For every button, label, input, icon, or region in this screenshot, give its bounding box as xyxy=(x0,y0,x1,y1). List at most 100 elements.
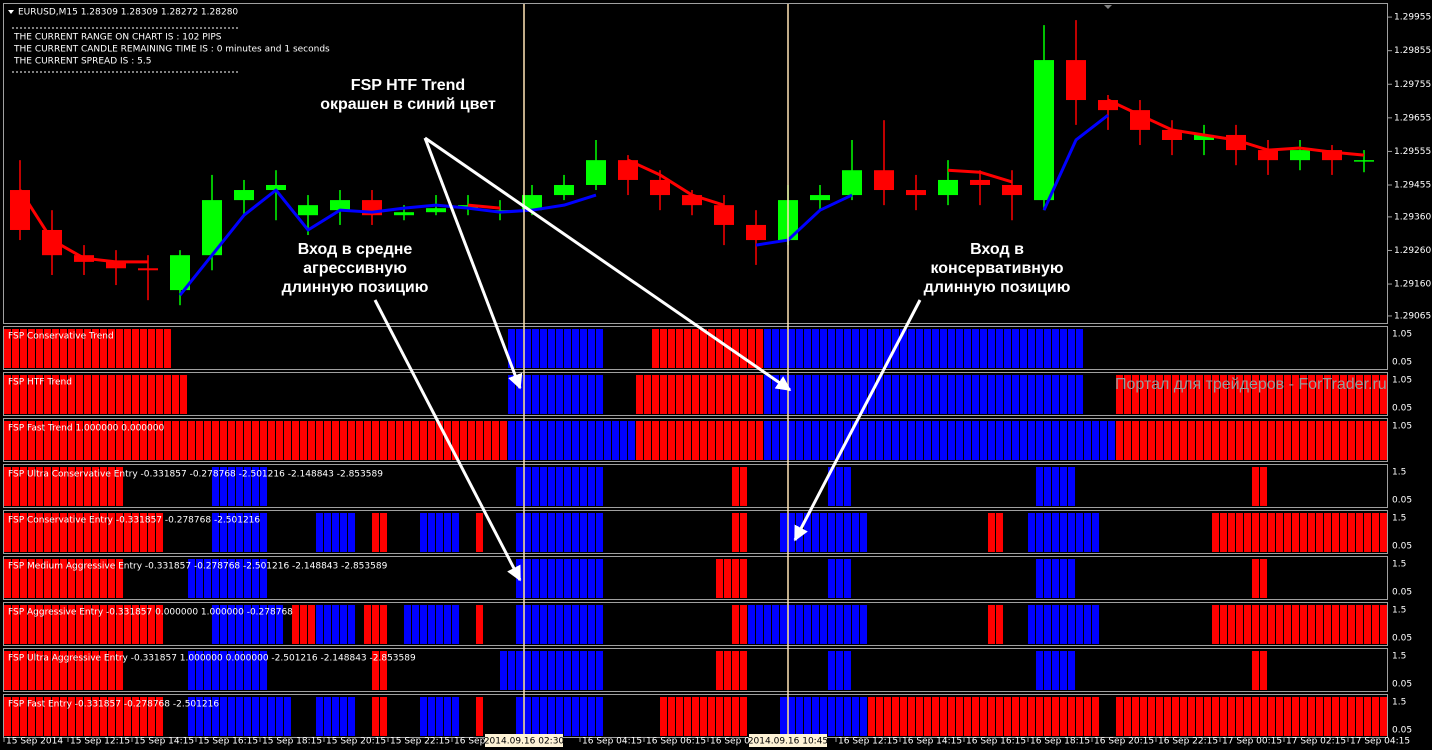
arrow xyxy=(424,136,792,392)
signal-block xyxy=(292,605,316,644)
x-tick-label: 16 Sep 04:15 xyxy=(582,737,642,747)
candle-body xyxy=(458,205,478,209)
x-tick-label: 15 Sep 16:15 xyxy=(198,737,258,747)
signal-block xyxy=(516,605,604,644)
annotation-text: FSP HTF Trend xyxy=(351,77,465,94)
y-tick-label: 1.29455 xyxy=(1394,180,1431,190)
panel-title: FSP Medium Aggressive Entry -0.331857 -0… xyxy=(8,562,388,572)
candle-body xyxy=(906,190,926,196)
y-tick-label: 1.29555 xyxy=(1394,147,1431,157)
panel-scale-label: 1.5 xyxy=(1392,514,1406,524)
candle-body xyxy=(1162,129,1182,140)
signal-block xyxy=(364,605,388,644)
signal-block xyxy=(732,513,748,552)
candle-body xyxy=(1290,150,1310,161)
signal-block xyxy=(372,651,388,690)
signal-block xyxy=(1036,651,1076,690)
candle-body xyxy=(1322,150,1342,161)
signal-block xyxy=(780,697,868,736)
x-tick-label: 16 Sep 16:15 xyxy=(966,737,1026,747)
candle-body xyxy=(1258,150,1278,161)
signal-block xyxy=(316,605,356,644)
candle-body xyxy=(874,170,894,191)
panel-scale-label: 1.5 xyxy=(1392,560,1406,570)
candle-body xyxy=(1066,60,1086,101)
signal-block xyxy=(1116,697,1388,736)
candle-body xyxy=(650,179,670,196)
signal-block xyxy=(1252,559,1268,598)
candle-body xyxy=(202,200,222,256)
signal-block xyxy=(188,651,268,690)
signal-block xyxy=(716,559,748,598)
signal-block xyxy=(780,513,868,552)
signal-block xyxy=(4,559,124,598)
signal-block xyxy=(508,329,604,368)
y-tick-label: 1.29755 xyxy=(1394,80,1431,90)
x-tick-label: 15 Sep 20:15 xyxy=(326,737,386,747)
signal-block xyxy=(4,651,124,690)
y-tick-label: 1.29855 xyxy=(1394,46,1431,56)
signal-block xyxy=(476,697,484,736)
candle-body xyxy=(138,268,158,271)
panel-title: FSP Ultra Aggressive Entry -0.331857 1.0… xyxy=(8,654,416,664)
annotation-text: Вход в xyxy=(970,241,1024,258)
signal-block xyxy=(316,513,356,552)
signal-block xyxy=(188,559,268,598)
signal-block xyxy=(476,605,484,644)
panel-scale-label: 0.05 xyxy=(1392,634,1412,644)
signal-block xyxy=(212,605,284,644)
x-tick-label: 17 Sep 02:15 xyxy=(1286,737,1346,747)
candle-body xyxy=(298,205,318,216)
signal-block xyxy=(1028,605,1100,644)
candle-body xyxy=(1194,134,1214,140)
y-tick-label: 1.29160 xyxy=(1394,280,1431,290)
panel-title: FSP Ultra Conservative Entry -0.331857 -… xyxy=(8,470,383,480)
panel-title: FSP Fast Entry -0.331857 -0.278768 -2.50… xyxy=(8,700,219,710)
panel-scale-label: 0.05 xyxy=(1392,496,1412,506)
panel-scale-label: 0.05 xyxy=(1392,680,1412,690)
signal-block xyxy=(372,697,388,736)
candle-body xyxy=(522,195,542,211)
panel-title: FSP Fast Trend 1.000000 0.000000 xyxy=(8,424,164,434)
signal-block xyxy=(764,375,1084,414)
x-tick-label: 15 Sep 18:15 xyxy=(262,737,322,747)
info-line: THE CURRENT CANDLE REMAINING TIME IS : 0… xyxy=(13,45,330,55)
panel-title: FSP HTF Trend xyxy=(8,378,72,388)
annotation-text: длинную позицию xyxy=(924,279,1071,296)
signal-block xyxy=(516,467,604,506)
signal-block xyxy=(636,421,764,460)
candle-body xyxy=(618,160,638,180)
signal-block xyxy=(372,513,388,552)
cursor-label: 2014.09.16 02:30 xyxy=(484,737,565,747)
signal-block xyxy=(4,697,164,736)
signal-block xyxy=(476,513,484,552)
signal-block xyxy=(508,375,604,414)
signal-block xyxy=(764,421,1116,460)
signal-block xyxy=(660,697,748,736)
signal-block xyxy=(1116,421,1388,460)
signal-block xyxy=(316,697,356,736)
candle-body xyxy=(714,205,734,225)
signal-block xyxy=(4,605,164,644)
candle-body xyxy=(106,261,126,269)
signal-block xyxy=(4,375,188,414)
x-tick-label: 17 Sep 00:15 xyxy=(1222,737,1282,747)
x-tick-label: 16 Sep 08 xyxy=(710,737,756,747)
candle-body xyxy=(1130,110,1150,130)
signal-block xyxy=(652,329,764,368)
signal-block xyxy=(868,697,1100,736)
signal-block xyxy=(4,513,164,552)
signal-block xyxy=(420,513,460,552)
symbol-line: EURUSD,M15 1.28309 1.28309 1.28272 1.282… xyxy=(18,8,238,18)
candle-body xyxy=(170,255,190,291)
menu-triangle[interactable] xyxy=(8,10,14,14)
y-tick-label: 1.29065 xyxy=(1394,311,1431,321)
cursor-label-box xyxy=(485,734,563,747)
signal-block xyxy=(4,467,124,506)
signal-block xyxy=(1028,513,1100,552)
y-tick-label: 1.29360 xyxy=(1394,212,1431,222)
panel-scale-label: 1.05 xyxy=(1392,376,1412,386)
signal-block xyxy=(500,651,604,690)
annotation-text: агрессивную xyxy=(303,260,407,277)
